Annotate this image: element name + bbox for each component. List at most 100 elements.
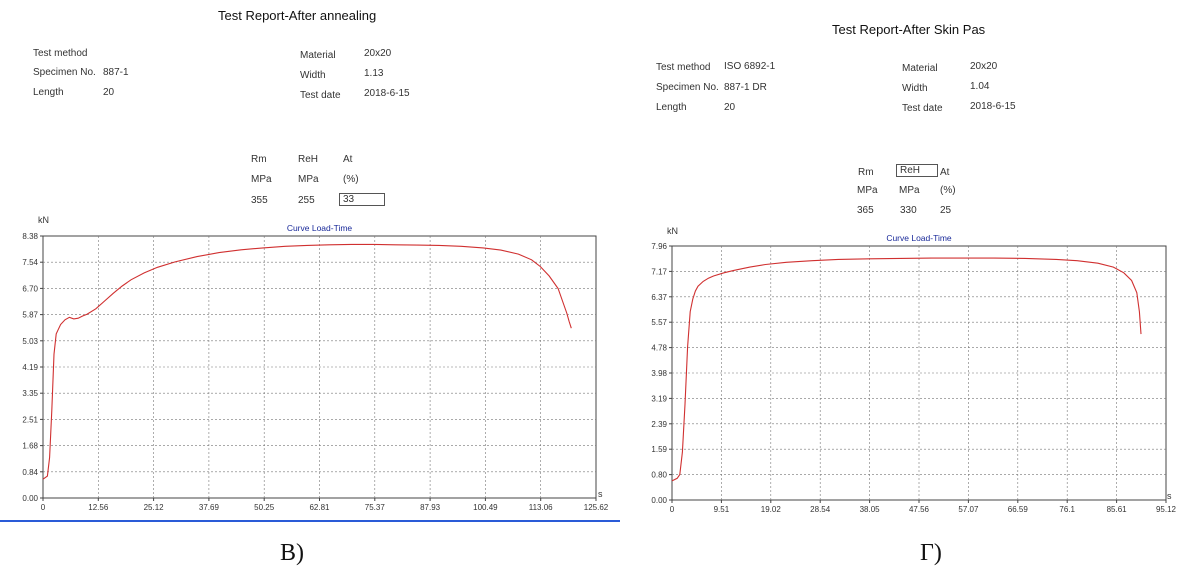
width-label: Width: [902, 83, 928, 94]
x-tick-label: 25.12: [144, 503, 165, 512]
at-header: At: [343, 154, 353, 165]
divider-line: [0, 520, 620, 522]
test-method-label: Test method: [656, 62, 711, 73]
x-tick-label: 12.56: [88, 503, 109, 512]
y-tick-label: 6.70: [22, 284, 38, 293]
plot-area: [671, 245, 1167, 501]
x-tick-label: 57.07: [958, 505, 979, 514]
y-tick-label: 2.39: [651, 420, 667, 429]
rm-header: Rm: [251, 154, 267, 165]
y-tick-label: 5.57: [651, 318, 667, 327]
y-tick-label: 1.59: [651, 445, 667, 454]
y-tick-label: 8.38: [22, 232, 38, 241]
length-value: 20: [103, 87, 115, 98]
reh-unit: MPa: [298, 174, 319, 185]
x-unit-label: s: [1167, 491, 1172, 501]
reh-value: 330: [900, 205, 917, 216]
report-title: Test Report-After annealing: [218, 8, 377, 23]
material-label: Material: [902, 63, 938, 74]
rm-unit: MPa: [857, 185, 878, 196]
y-tick-label: 7.54: [22, 258, 38, 267]
y-tick-label: 2.51: [22, 415, 38, 424]
y-tick-label: 3.35: [22, 389, 38, 398]
load-curve-line: [42, 243, 572, 480]
x-tick-label: 37.69: [199, 503, 220, 512]
length-label: Length: [656, 102, 687, 113]
reh-header: ReH: [298, 154, 319, 165]
x-tick-label: 125.62: [584, 503, 609, 512]
at-value: 25: [940, 205, 952, 216]
y-tick-label: 6.37: [651, 293, 667, 302]
x-tick-label: 100.49: [473, 503, 498, 512]
at-unit: (%): [343, 174, 359, 185]
reh-unit: MPa: [899, 185, 920, 196]
load-time-chart-annealing: 0 12.56 25.12 37.69 50.25 62.81 75.37 87.93 100.…: [22, 223, 609, 512]
test-date-label: Test date: [902, 103, 943, 114]
report-panel-skin-pass: Test Report-After Skin Pas Test method I…: [620, 0, 1177, 574]
x-tick-label: 38.05: [860, 505, 881, 514]
specimen-no-label: Specimen No.: [33, 67, 96, 78]
at-value-box: 33: [339, 193, 385, 206]
y-unit-label: kN: [38, 215, 49, 225]
x-tick-label: 113.06: [529, 503, 553, 512]
rm-header: Rm: [858, 167, 874, 178]
y-tick-label: 5.03: [22, 337, 38, 346]
panel-caption: В): [280, 540, 304, 566]
y-tick-label: 4.19: [22, 363, 38, 372]
specimen-no-value: 887-1: [103, 67, 129, 78]
x-tick-label: 50.25: [254, 503, 275, 512]
test-date-value: 2018-6-15: [364, 88, 410, 99]
panel-caption: Г): [920, 540, 942, 566]
specimen-no-value: 887-1 DR: [724, 82, 767, 93]
material-value: 20x20: [970, 61, 998, 72]
rm-unit: MPa: [251, 174, 272, 185]
material-value: 20x20: [364, 48, 392, 59]
x-unit-label: s: [598, 489, 603, 499]
material-label: Material: [300, 50, 336, 61]
load-time-chart-skin-pass: 0 9.51 19.02 28.54 38.05 47.56 57.07 66.59 76.1 8…: [651, 233, 1177, 514]
at-header: At: [940, 167, 950, 178]
length-value: 20: [724, 102, 736, 113]
test-date-value: 2018-6-15: [970, 101, 1016, 112]
y-tick-label: 5.87: [22, 311, 38, 320]
reh-header-box: ReH: [896, 164, 938, 177]
chart-title: Curve Load-Time: [886, 233, 952, 243]
specimen-no-label: Specimen No.: [656, 82, 719, 93]
test-method-label: Test method: [33, 48, 88, 59]
width-value: 1.04: [970, 81, 990, 92]
y-tick-label: 3.98: [651, 369, 667, 378]
x-tick-label: 47.56: [909, 505, 930, 514]
x-tick-label: 95.12: [1156, 505, 1177, 514]
reh-value: 255: [298, 195, 315, 206]
x-tick-label: 76.1: [1059, 505, 1075, 514]
report-panel-annealing: Test Report-After annealing Test method …: [0, 8, 620, 566]
x-tick-label: 0: [670, 505, 675, 514]
y-tick-label: 0.80: [651, 471, 667, 480]
y-tick-label: 0.00: [651, 496, 667, 505]
y-tick-label: 7.17: [651, 267, 667, 276]
x-tick-label: 75.37: [365, 503, 386, 512]
x-tick-label: 87.93: [420, 503, 441, 512]
y-tick-label: 3.19: [651, 394, 667, 403]
width-label: Width: [300, 70, 326, 81]
rm-value: 365: [857, 205, 874, 216]
y-tick-label: 4.78: [651, 344, 667, 353]
x-tick-label: 0: [41, 503, 46, 512]
x-tick-label: 28.54: [810, 505, 831, 514]
test-method-value: ISO 6892-1: [724, 61, 776, 72]
report-title: Test Report-After Skin Pas: [832, 22, 986, 37]
x-tick-label: 9.51: [714, 505, 730, 514]
test-date-label: Test date: [300, 90, 341, 101]
x-tick-label: 19.02: [761, 505, 782, 514]
x-tick-label: 66.59: [1008, 505, 1029, 514]
rm-value: 355: [251, 195, 268, 206]
at-unit: (%): [940, 185, 956, 196]
x-tick-label: 85.61: [1107, 505, 1128, 514]
y-tick-label: 1.68: [22, 442, 38, 451]
width-value: 1.13: [364, 68, 384, 79]
load-curve-line: [671, 257, 1142, 482]
y-tick-label: 0.00: [22, 494, 38, 503]
y-unit-label: kN: [667, 226, 678, 236]
y-tick-label: 0.84: [22, 468, 38, 477]
chart-title: Curve Load-Time: [287, 223, 353, 233]
